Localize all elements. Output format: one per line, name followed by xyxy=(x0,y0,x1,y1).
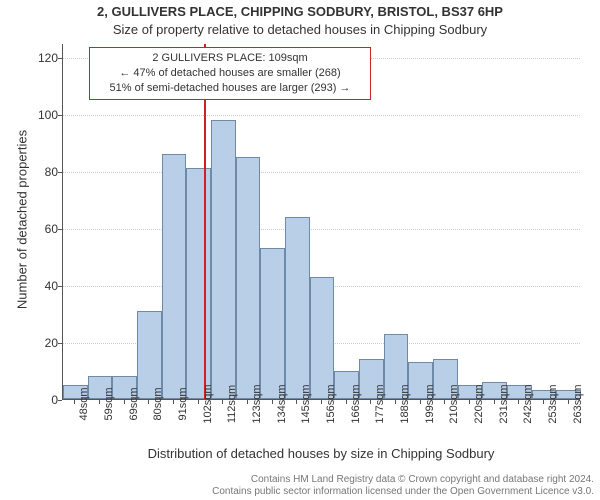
y-tick-label: 60 xyxy=(30,222,58,236)
y-tick-mark xyxy=(58,229,62,230)
x-tick-label: 102sqm xyxy=(202,384,214,423)
x-tick-label: 220sqm xyxy=(473,384,485,423)
y-tick-mark xyxy=(58,343,62,344)
x-tick-mark xyxy=(469,400,470,404)
x-tick-label: 253sqm xyxy=(547,384,559,423)
x-tick-mark xyxy=(370,400,371,404)
y-tick-label: 20 xyxy=(30,336,58,350)
y-tick-label: 100 xyxy=(30,108,58,122)
annotation-line1: 2 GULLIVERS PLACE: 109sqm xyxy=(96,51,364,66)
y-tick-label: 80 xyxy=(30,165,58,179)
annotation-line3: 51% of semi-detached houses are larger (… xyxy=(96,81,364,96)
x-tick-mark xyxy=(395,400,396,404)
histogram-bar xyxy=(260,248,285,399)
histogram-bar xyxy=(137,311,162,399)
annotation-line2: ← 47% of detached houses are smaller (26… xyxy=(96,66,364,81)
histogram-bar xyxy=(236,157,261,399)
x-tick-label: 134sqm xyxy=(276,384,288,423)
gridline xyxy=(63,115,580,116)
x-tick-label: 210sqm xyxy=(448,384,460,423)
x-tick-mark xyxy=(173,400,174,404)
x-tick-label: 231sqm xyxy=(498,384,510,423)
y-tick-mark xyxy=(58,286,62,287)
y-tick-label: 0 xyxy=(30,393,58,407)
x-tick-label: 145sqm xyxy=(300,384,312,423)
footer: Contains HM Land Registry data © Crown c… xyxy=(0,474,600,498)
x-tick-label: 69sqm xyxy=(128,387,140,420)
y-tick-mark xyxy=(58,58,62,59)
y-tick-mark xyxy=(58,172,62,173)
x-tick-mark xyxy=(420,400,421,404)
x-tick-mark xyxy=(74,400,75,404)
y-axis-label: Number of detached properties xyxy=(15,42,30,398)
x-tick-mark xyxy=(518,400,519,404)
x-tick-label: 177sqm xyxy=(374,384,386,423)
x-tick-mark xyxy=(346,400,347,404)
y-tick-label: 40 xyxy=(30,279,58,293)
histogram-bar xyxy=(310,277,335,399)
histogram-bar xyxy=(162,154,187,399)
y-tick-mark xyxy=(58,115,62,116)
title-sub: Size of property relative to detached ho… xyxy=(0,22,600,37)
gridline xyxy=(63,229,580,230)
x-tick-label: 91sqm xyxy=(177,387,189,420)
x-tick-mark xyxy=(198,400,199,404)
x-tick-label: 188sqm xyxy=(399,384,411,423)
x-tick-label: 199sqm xyxy=(424,384,436,423)
x-tick-mark xyxy=(321,400,322,404)
histogram-bar xyxy=(285,217,310,399)
x-tick-label: 156sqm xyxy=(325,384,337,423)
title-main: 2, GULLIVERS PLACE, CHIPPING SODBURY, BR… xyxy=(0,4,600,19)
x-tick-mark xyxy=(272,400,273,404)
gridline xyxy=(63,172,580,173)
footer-line1: Contains HM Land Registry data © Crown c… xyxy=(0,474,594,486)
x-tick-mark xyxy=(494,400,495,404)
x-tick-label: 48sqm xyxy=(78,387,90,420)
histogram-bar xyxy=(211,120,236,399)
x-tick-label: 166sqm xyxy=(350,384,362,423)
x-axis-label: Distribution of detached houses by size … xyxy=(62,446,580,461)
x-tick-mark xyxy=(444,400,445,404)
x-tick-mark xyxy=(296,400,297,404)
y-tick-label: 120 xyxy=(30,51,58,65)
x-tick-label: 263sqm xyxy=(572,384,584,423)
histogram-bar xyxy=(186,168,211,399)
x-tick-label: 112sqm xyxy=(226,385,238,423)
x-tick-label: 80sqm xyxy=(152,387,164,420)
x-tick-mark xyxy=(148,400,149,404)
footer-line2: Contains public sector information licen… xyxy=(0,486,594,498)
x-tick-mark xyxy=(124,400,125,404)
x-tick-label: 123sqm xyxy=(251,384,263,423)
annotation-box: 2 GULLIVERS PLACE: 109sqm ← 47% of detac… xyxy=(89,47,371,100)
x-tick-mark xyxy=(568,400,569,404)
x-tick-mark xyxy=(247,400,248,404)
x-tick-mark xyxy=(543,400,544,404)
y-tick-mark xyxy=(58,400,62,401)
x-tick-mark xyxy=(99,400,100,404)
x-tick-label: 242sqm xyxy=(522,384,534,423)
x-tick-mark xyxy=(222,400,223,404)
y-axis-label-container: Number of detached properties xyxy=(14,44,28,400)
x-tick-label: 59sqm xyxy=(103,387,115,420)
chart-page: 2, GULLIVERS PLACE, CHIPPING SODBURY, BR… xyxy=(0,0,600,500)
